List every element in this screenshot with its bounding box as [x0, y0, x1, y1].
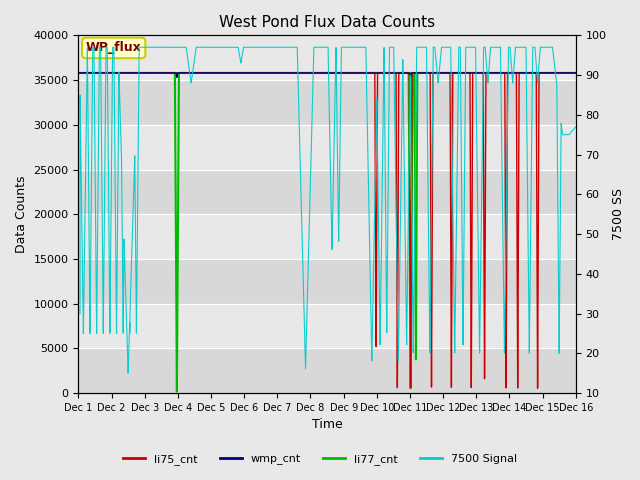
Bar: [79, 348, 576, 393]
Text: WP_flux: WP_flux: [86, 41, 141, 54]
X-axis label: Time: Time: [312, 419, 342, 432]
Bar: [79, 125, 576, 169]
Title: West Pond Flux Data Counts: West Pond Flux Data Counts: [219, 15, 435, 30]
Bar: [79, 214, 576, 259]
Y-axis label: 7500 SS: 7500 SS: [612, 188, 625, 240]
Bar: [79, 36, 576, 80]
Bar: [79, 259, 576, 304]
Y-axis label: Data Counts: Data Counts: [15, 176, 28, 253]
Legend: li75_cnt, wmp_cnt, li77_cnt, 7500 Signal: li75_cnt, wmp_cnt, li77_cnt, 7500 Signal: [118, 450, 522, 469]
Bar: [79, 169, 576, 214]
Bar: [79, 80, 576, 125]
Bar: [79, 304, 576, 348]
